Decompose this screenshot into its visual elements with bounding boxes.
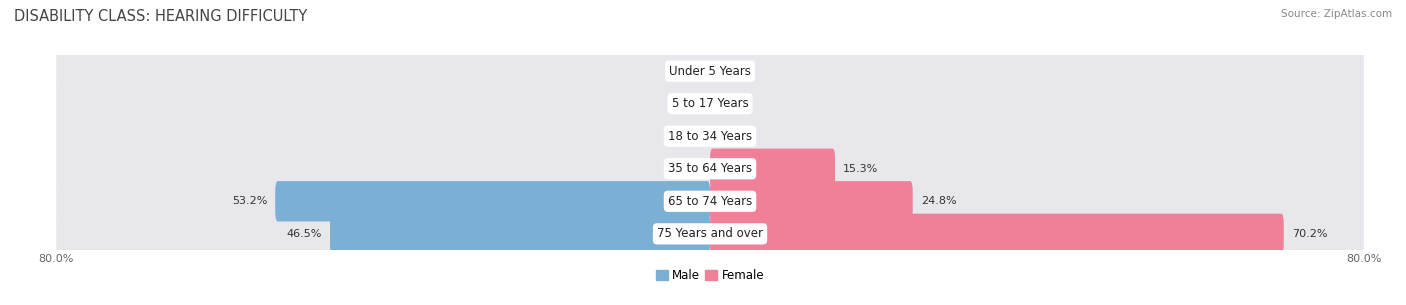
Text: 35 to 64 Years: 35 to 64 Years <box>668 162 752 175</box>
Text: 0.0%: 0.0% <box>723 131 751 141</box>
Text: Source: ZipAtlas.com: Source: ZipAtlas.com <box>1281 9 1392 19</box>
FancyBboxPatch shape <box>276 181 710 221</box>
FancyBboxPatch shape <box>56 178 1364 225</box>
Text: 0.0%: 0.0% <box>669 131 697 141</box>
FancyBboxPatch shape <box>56 80 1364 127</box>
Text: 0.0%: 0.0% <box>669 99 697 109</box>
Text: 65 to 74 Years: 65 to 74 Years <box>668 195 752 208</box>
Text: 46.5%: 46.5% <box>287 229 322 239</box>
FancyBboxPatch shape <box>56 48 1364 95</box>
Text: 5 to 17 Years: 5 to 17 Years <box>672 97 748 110</box>
Text: 0.0%: 0.0% <box>669 164 697 174</box>
Text: 0.0%: 0.0% <box>669 66 697 76</box>
Text: DISABILITY CLASS: HEARING DIFFICULTY: DISABILITY CLASS: HEARING DIFFICULTY <box>14 9 308 24</box>
FancyBboxPatch shape <box>330 214 710 254</box>
Legend: Male, Female: Male, Female <box>651 265 769 287</box>
FancyBboxPatch shape <box>56 145 1364 192</box>
Text: 0.0%: 0.0% <box>723 99 751 109</box>
FancyBboxPatch shape <box>710 181 912 221</box>
FancyBboxPatch shape <box>56 210 1364 257</box>
Text: 18 to 34 Years: 18 to 34 Years <box>668 130 752 143</box>
Text: 75 Years and over: 75 Years and over <box>657 227 763 240</box>
FancyBboxPatch shape <box>56 113 1364 160</box>
FancyBboxPatch shape <box>710 149 835 189</box>
FancyBboxPatch shape <box>710 214 1284 254</box>
Text: Under 5 Years: Under 5 Years <box>669 65 751 78</box>
Text: 24.8%: 24.8% <box>921 196 956 206</box>
Text: 70.2%: 70.2% <box>1292 229 1327 239</box>
Text: 53.2%: 53.2% <box>232 196 267 206</box>
Text: 0.0%: 0.0% <box>723 66 751 76</box>
Text: 15.3%: 15.3% <box>844 164 879 174</box>
